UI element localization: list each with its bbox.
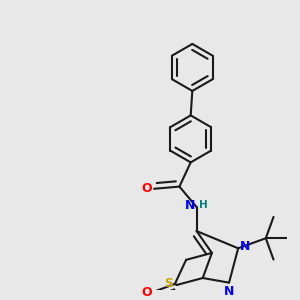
Text: O: O	[141, 182, 152, 195]
Text: H: H	[199, 200, 208, 210]
Text: O: O	[141, 286, 152, 299]
Text: N: N	[224, 285, 234, 298]
Text: S: S	[164, 277, 173, 290]
Text: N: N	[185, 199, 195, 212]
Text: N: N	[239, 240, 250, 253]
